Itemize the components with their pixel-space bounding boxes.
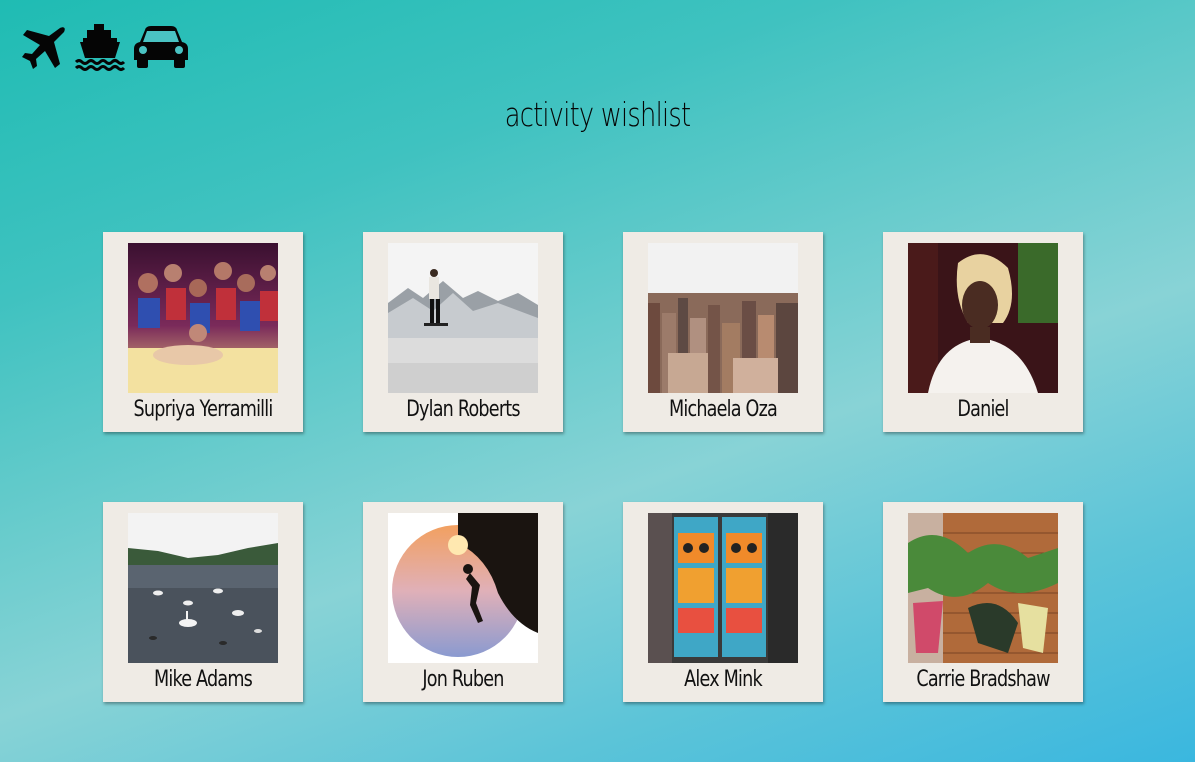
friend-card[interactable]: Daniel [883, 232, 1083, 432]
friend-name: Carrie Bradshaw [916, 667, 1050, 692]
friend-name: Michaela Oza [668, 397, 778, 422]
rock-climber-photo [388, 513, 538, 663]
lake-swans-photo [128, 513, 278, 663]
friend-card[interactable]: Michaela Oza [623, 232, 823, 432]
car-icon[interactable] [132, 22, 190, 72]
street-art-doors-photo [648, 513, 798, 663]
plane-icon[interactable] [16, 22, 68, 72]
friend-name: Dylan Roberts [406, 397, 520, 422]
page-title: activity wishlist [504, 95, 691, 134]
friend-card[interactable]: Carrie Bradshaw [883, 502, 1083, 702]
ship-icon[interactable] [74, 22, 126, 72]
friend-card[interactable]: Alex Mink [623, 502, 823, 702]
friend-name: Alex Mink [684, 667, 762, 692]
friend-name: Daniel [957, 397, 1009, 422]
friend-card[interactable]: Mike Adams [103, 502, 303, 702]
friend-name: Supriya Yerramilli [133, 397, 274, 422]
friend-name: Jon Ruben [422, 667, 504, 692]
friend-card[interactable]: Dylan Roberts [363, 232, 563, 432]
friend-card[interactable]: Supriya Yerramilli [103, 232, 303, 432]
graffiti-wall-photo [908, 513, 1058, 663]
transport-icons [16, 22, 190, 72]
portrait-photo [908, 243, 1058, 393]
group-superhero-photo [128, 243, 278, 393]
friend-name: Mike Adams [153, 667, 253, 692]
skier-mountain-photo [388, 243, 538, 393]
friend-card[interactable]: Jon Ruben [363, 502, 563, 702]
city-skyline-photo [648, 243, 798, 393]
